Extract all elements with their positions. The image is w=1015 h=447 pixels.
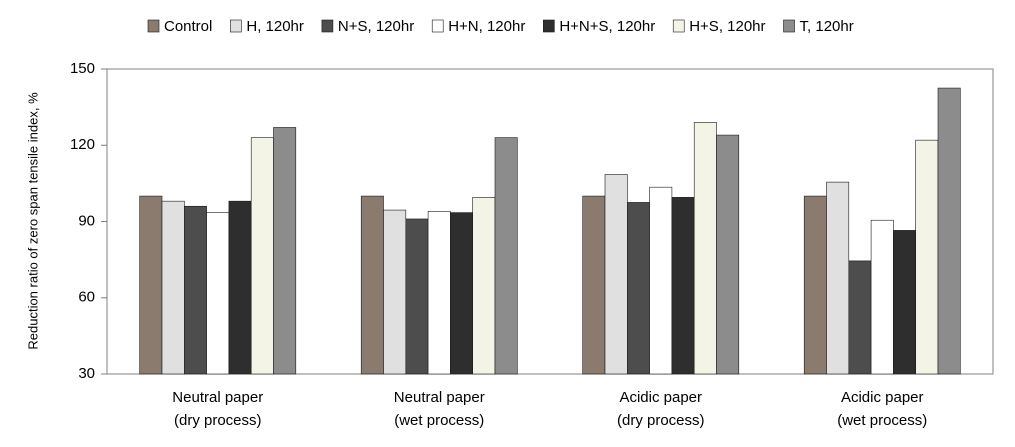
bar [604, 174, 628, 375]
legend-swatch [672, 19, 685, 33]
x-tick-label: (dry process) [174, 412, 262, 429]
legend-swatch [321, 19, 334, 33]
x-tick-label: Acidic paper [841, 389, 924, 406]
legend-label: Control [164, 18, 212, 35]
bar [582, 195, 606, 375]
bar [893, 230, 917, 375]
bar [803, 195, 827, 375]
bar [383, 209, 407, 375]
x-tick-label: Acidic paper [619, 389, 702, 406]
legend-swatch [431, 19, 444, 33]
legend-swatch [543, 19, 555, 33]
x-tick-label: (wet process) [394, 412, 484, 429]
bar [472, 197, 496, 375]
bar [250, 137, 274, 375]
legend-label: T, 120hr [800, 18, 854, 35]
legend-label: N+S, 120hr [338, 18, 414, 35]
bar [405, 218, 429, 375]
bar [206, 212, 230, 375]
bar [139, 195, 163, 375]
y-tick-label: 150 [70, 60, 95, 77]
bar [360, 195, 384, 375]
bar [937, 87, 961, 375]
legend-label: H, 120hr [246, 18, 304, 35]
y-tick-label: 60 [78, 289, 95, 306]
x-tick-label: (wet process) [837, 412, 927, 429]
bar [649, 186, 673, 375]
bar [626, 202, 650, 375]
legend-label: H+S, 120hr [689, 18, 765, 35]
legend-swatch [783, 19, 795, 33]
bar [228, 200, 252, 375]
y-tick-label: 90 [78, 212, 95, 229]
legend-label: H+N+S, 120hr [559, 18, 655, 35]
legend-swatch [230, 19, 242, 33]
bar [184, 205, 207, 375]
bar [671, 197, 695, 375]
x-tick-label: Neutral paper [394, 389, 485, 406]
y-tick-label: 120 [70, 136, 95, 153]
y-tick-label: 30 [78, 365, 95, 382]
bar [161, 200, 185, 375]
x-tick-label: (dry process) [617, 412, 705, 429]
bar [826, 181, 850, 375]
bar [427, 211, 451, 375]
bar [273, 127, 297, 375]
x-tick-label: Neutral paper [172, 389, 263, 406]
legend-swatch [147, 19, 160, 33]
bar [450, 212, 473, 375]
bar [915, 139, 939, 375]
bar [870, 219, 894, 375]
bar [716, 134, 740, 375]
legend-label: H+N, 120hr [448, 18, 525, 35]
bar [494, 137, 518, 375]
y-axis-label: Reduction ratio of zero span tensile ind… [25, 92, 40, 350]
bar [693, 122, 717, 375]
bar [848, 260, 872, 375]
